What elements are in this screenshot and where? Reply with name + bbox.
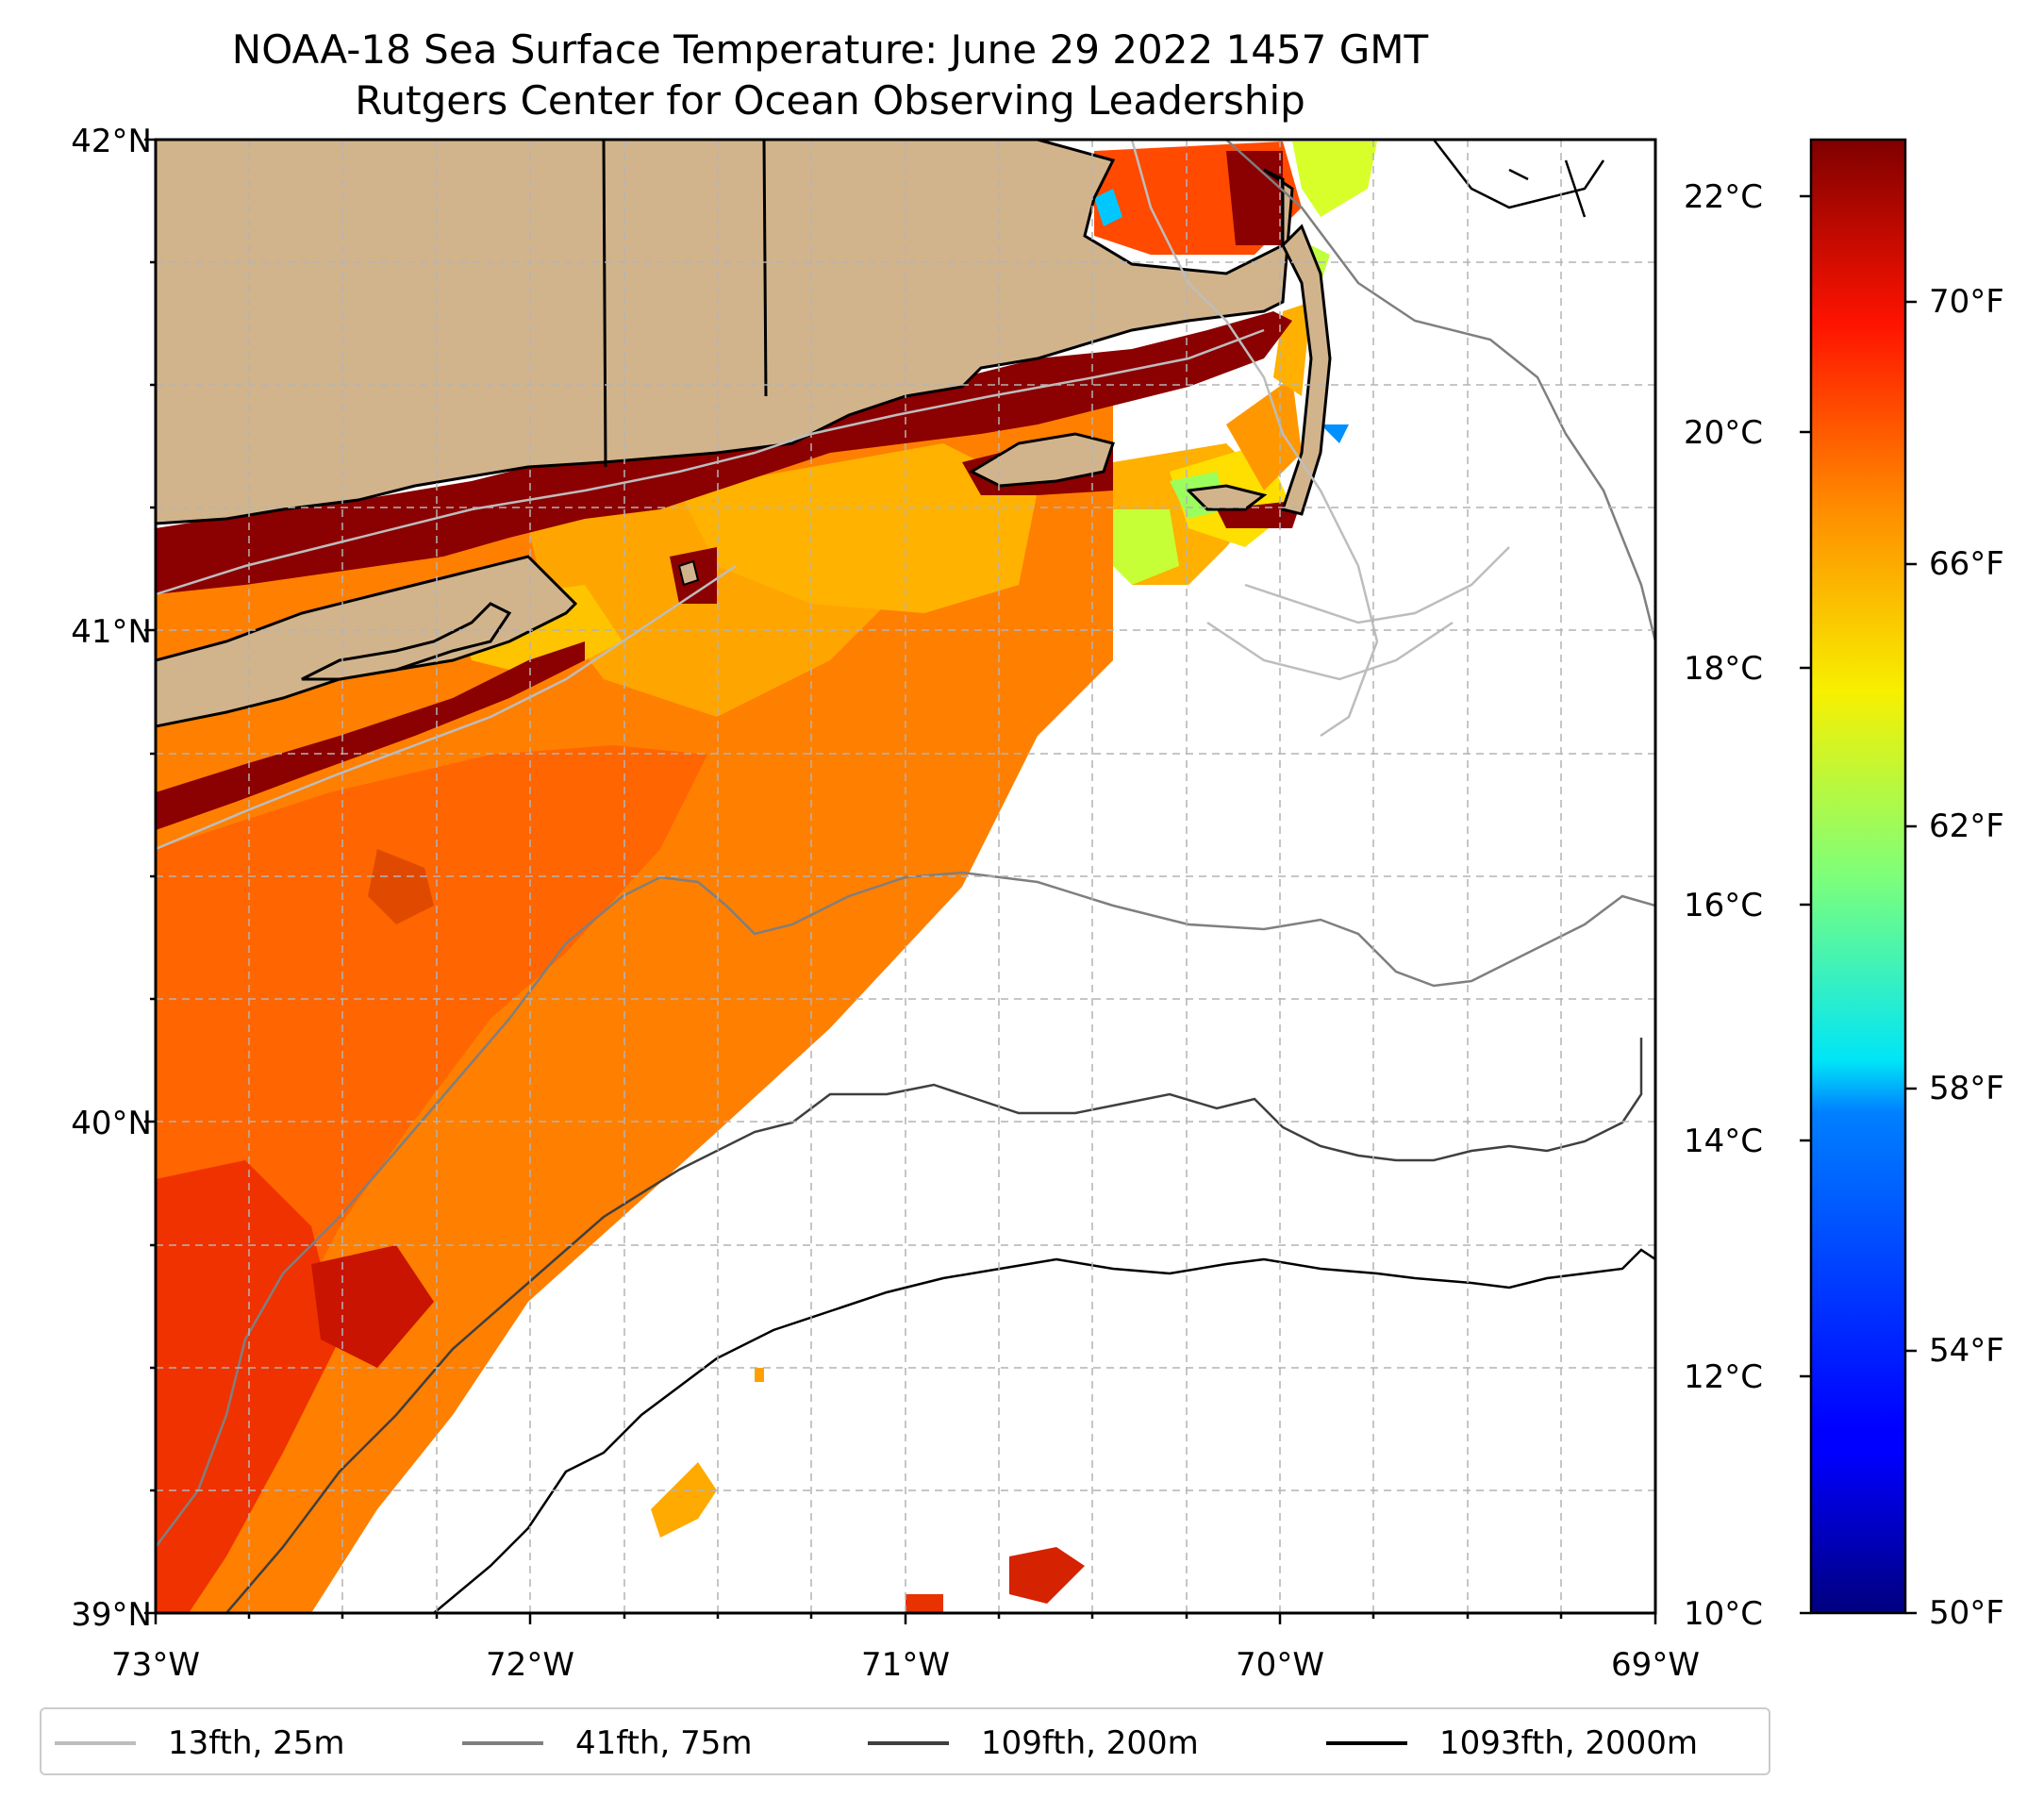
y-tick-label: 42°N xyxy=(71,123,152,160)
legend-label: 109fth, 200m xyxy=(981,1724,1199,1762)
land-mass xyxy=(156,140,1294,525)
colorbar-fahrenheit-label: 58°F xyxy=(1929,1070,2004,1107)
legend-item-200m: 109fth, 200m xyxy=(868,1709,1199,1777)
x-tick-label: 71°W xyxy=(861,1646,950,1684)
contour-75m xyxy=(156,140,1655,1548)
colorbar-ticks xyxy=(1800,194,1917,1615)
legend-swatch xyxy=(462,1741,543,1745)
legend-item-2000m: 1093fth, 2000m xyxy=(1326,1709,1698,1777)
y-tick-label: 41°N xyxy=(71,613,152,651)
legend-swatch xyxy=(55,1741,136,1745)
state-border-ct-ri xyxy=(762,140,768,397)
colorbar-celsius-label: 14°C xyxy=(1684,1123,1764,1160)
marthas-vineyard xyxy=(968,432,1115,488)
nantucket xyxy=(1185,484,1268,511)
colorbar-fahrenheit-label: 70°F xyxy=(1929,283,2004,321)
colorbar-celsius-label: 10°C xyxy=(1684,1595,1764,1633)
cape-cod-arm xyxy=(1281,224,1332,516)
legend-label: 41fth, 75m xyxy=(575,1724,753,1762)
colorbar-celsius-label: 18°C xyxy=(1684,650,1764,688)
legend-item-75m: 41fth, 75m xyxy=(462,1709,753,1777)
colorbar-fahrenheit-label: 54°F xyxy=(1929,1332,2004,1370)
legend-swatch xyxy=(868,1741,949,1745)
colorbar-celsius-label: 12°C xyxy=(1684,1358,1764,1396)
x-tick-label: 70°W xyxy=(1236,1646,1324,1684)
legend-label: 13fth, 25m xyxy=(168,1724,345,1762)
bathymetry-contours xyxy=(156,140,1655,1613)
colorbar-celsius-label: 22°C xyxy=(1684,178,1764,216)
contour-2000m xyxy=(433,1248,1655,1613)
colorbar-fahrenheit-label: 62°F xyxy=(1929,807,2004,845)
contour-200m xyxy=(225,1038,1643,1613)
contour-2000m-north xyxy=(1433,140,1605,218)
colorbar-fahrenheit-label: 50°F xyxy=(1929,1594,2004,1632)
map-title: NOAA-18 Sea Surface Temperature: June 29… xyxy=(231,26,1429,73)
colorbar-celsius-label: 20°C xyxy=(1684,414,1764,452)
long-island-east xyxy=(301,602,512,681)
colorbar-fahrenheit-label: 66°F xyxy=(1929,545,2004,583)
legend-item-25m: 13fth, 25m xyxy=(55,1709,345,1777)
block-island xyxy=(677,559,700,587)
colorbar xyxy=(1809,138,1907,1615)
legend-swatch xyxy=(1326,1741,1407,1745)
state-border-ny-ct xyxy=(602,140,607,468)
x-tick-label: 72°W xyxy=(486,1646,574,1684)
x-tick-label: 69°W xyxy=(1611,1646,1700,1684)
map-subtitle: Rutgers Center for Ocean Observing Leade… xyxy=(355,77,1305,124)
contour-25m xyxy=(156,140,1510,851)
y-tick-label: 40°N xyxy=(71,1105,152,1142)
long-island xyxy=(156,555,578,728)
axis-ticks xyxy=(144,138,1657,1624)
contour-legend: 13fth, 25m 41fth, 75m 109fth, 200m 1093f… xyxy=(40,1707,1770,1775)
y-tick-label: 39°N xyxy=(71,1596,152,1634)
colorbar-celsius-label: 16°C xyxy=(1684,887,1764,924)
legend-label: 1093fth, 2000m xyxy=(1439,1724,1699,1762)
x-tick-label: 73°W xyxy=(111,1646,200,1684)
